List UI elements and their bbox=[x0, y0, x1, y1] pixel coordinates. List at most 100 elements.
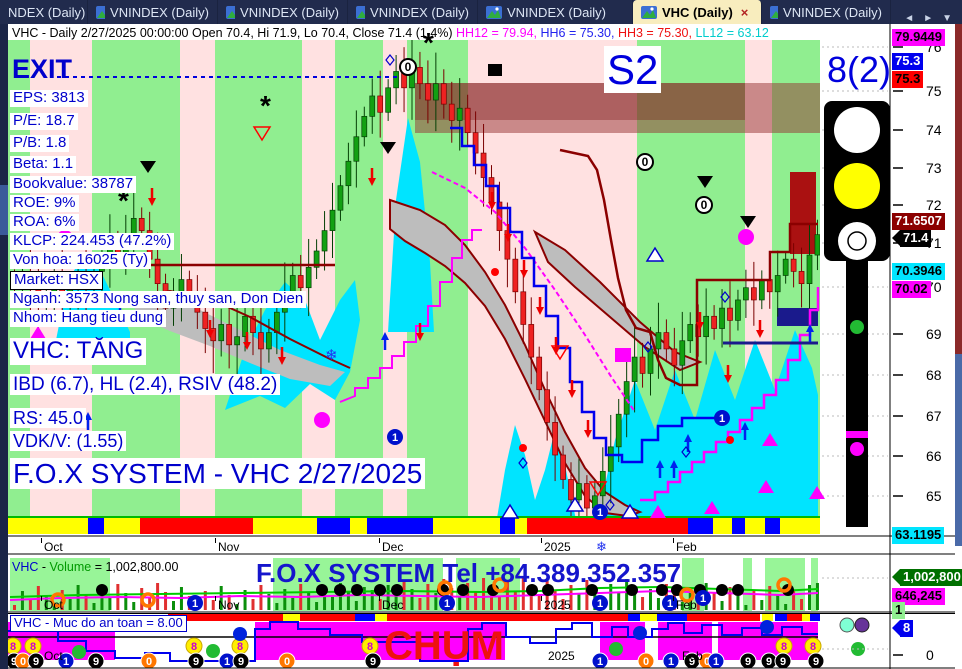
indicator-line bbox=[431, 171, 636, 413]
ribbon-red bbox=[140, 518, 253, 534]
sell-triangle-icon bbox=[140, 161, 156, 173]
scroll-right-icon[interactable]: ► bbox=[923, 13, 934, 24]
light-top bbox=[834, 107, 880, 153]
volume-dot-marker bbox=[334, 584, 346, 596]
background-band bbox=[335, 40, 383, 517]
volume-bar bbox=[156, 583, 160, 610]
close-tab-icon[interactable]: × bbox=[740, 4, 749, 20]
tab-vnindex-daily-[interactable]: VNINDEX (Daily) bbox=[478, 0, 633, 24]
tab-vnindex-daily-[interactable]: VNINDEX (Daily) bbox=[762, 0, 891, 24]
volume-bar bbox=[633, 588, 637, 610]
candle bbox=[448, 103, 455, 121]
volume-dot-marker bbox=[457, 584, 469, 596]
candle bbox=[35, 287, 42, 301]
volume-bar bbox=[792, 590, 796, 610]
volume-bar bbox=[52, 604, 56, 610]
glyph: 1 bbox=[444, 598, 450, 610]
volume-bar bbox=[394, 594, 398, 610]
candle bbox=[19, 271, 26, 284]
scroll-left-icon[interactable]: ◄ bbox=[904, 13, 915, 24]
safety-digit-marker bbox=[57, 652, 75, 669]
safety-digit-marker bbox=[807, 652, 825, 669]
glyph: 1 bbox=[597, 598, 603, 610]
volume-bar bbox=[728, 587, 732, 610]
candle bbox=[440, 83, 447, 105]
candle bbox=[67, 287, 74, 297]
tab-vnindex-daily-[interactable]: VNINDEX (Daily) bbox=[348, 0, 478, 24]
background-band bbox=[215, 40, 302, 517]
volume-bar bbox=[203, 591, 207, 610]
volume-bar bbox=[60, 590, 64, 610]
candle bbox=[814, 234, 820, 256]
candle bbox=[774, 275, 781, 293]
right-scrollbar-top bbox=[955, 24, 962, 354]
indicator-line bbox=[640, 287, 820, 502]
tab-menu-icon[interactable]: ▼ bbox=[942, 13, 952, 24]
candle bbox=[520, 291, 527, 325]
hollow-triangle-icon bbox=[565, 496, 585, 512]
glyph: 9 bbox=[766, 656, 772, 668]
candle bbox=[703, 315, 710, 338]
volume-bar bbox=[553, 590, 557, 610]
volume-bar bbox=[513, 591, 517, 610]
candle bbox=[274, 311, 280, 333]
safety-digit-marker bbox=[232, 652, 250, 669]
magenta-square-marker bbox=[615, 348, 631, 362]
tab-vnindex-daily-[interactable]: VNINDEX (Daily) bbox=[88, 0, 218, 24]
tab-ndex-daily-[interactable]: NDEX (Daily) bbox=[0, 0, 88, 24]
volume-signal-1 bbox=[439, 595, 455, 611]
candle bbox=[433, 83, 439, 101]
envelope-band bbox=[532, 229, 703, 372]
volume-dot-marker bbox=[96, 584, 108, 596]
volume-bar bbox=[251, 599, 255, 610]
safety-digit-marker bbox=[637, 652, 655, 669]
glyph: 0 bbox=[643, 656, 649, 668]
tab-label: NDEX (Daily) bbox=[8, 4, 86, 20]
volume-bar bbox=[617, 593, 621, 610]
volume-band bbox=[10, 558, 110, 611]
up-arrow-icon bbox=[741, 422, 749, 430]
candle bbox=[27, 271, 34, 289]
warning-triangle-icon bbox=[588, 481, 608, 497]
candle bbox=[122, 234, 129, 256]
traffic-light bbox=[824, 101, 890, 527]
volume-orange-marker bbox=[437, 580, 453, 596]
safety-stripe bbox=[355, 614, 375, 621]
glyph: 1 bbox=[224, 656, 230, 668]
volume-bar bbox=[346, 592, 350, 610]
volume-bar bbox=[307, 593, 311, 610]
candle bbox=[647, 348, 654, 374]
glyph: 8 bbox=[30, 641, 36, 653]
tab-vhc-daily-[interactable]: VHC (Daily) × bbox=[633, 0, 762, 24]
volume-bar bbox=[784, 604, 788, 610]
down-arrow-icon bbox=[552, 347, 560, 355]
volume-bar bbox=[370, 590, 374, 610]
safety-green-dot bbox=[72, 645, 86, 659]
candle bbox=[289, 275, 296, 293]
glyph: 8 bbox=[10, 641, 16, 653]
volume-orange-marker bbox=[50, 592, 66, 608]
chart-icon bbox=[356, 5, 366, 19]
safety-digit-marker bbox=[278, 652, 296, 669]
glyph: 1 bbox=[668, 656, 674, 668]
glyph: 8 bbox=[191, 641, 197, 653]
volume-bar bbox=[219, 586, 223, 610]
buy-triangle-icon bbox=[704, 501, 720, 514]
candle bbox=[234, 336, 240, 346]
tab-vnindex-daily-[interactable]: VNINDEX (Daily) bbox=[218, 0, 348, 24]
candle bbox=[584, 483, 590, 509]
safety-digit-marker bbox=[87, 652, 105, 669]
sell-triangle-icon bbox=[380, 142, 396, 154]
tab-label: VNINDEX (Daily) bbox=[370, 4, 469, 20]
volume-dot-marker bbox=[626, 584, 638, 596]
safety-stripe bbox=[283, 614, 300, 621]
volume-bar bbox=[418, 598, 422, 610]
down-arrow-icon bbox=[724, 375, 732, 383]
candle bbox=[353, 136, 360, 162]
candle bbox=[99, 258, 105, 272]
safety-green-dot bbox=[206, 644, 220, 658]
candle bbox=[528, 324, 535, 358]
glyph: 1 bbox=[719, 413, 725, 425]
volume-bar bbox=[44, 595, 48, 610]
